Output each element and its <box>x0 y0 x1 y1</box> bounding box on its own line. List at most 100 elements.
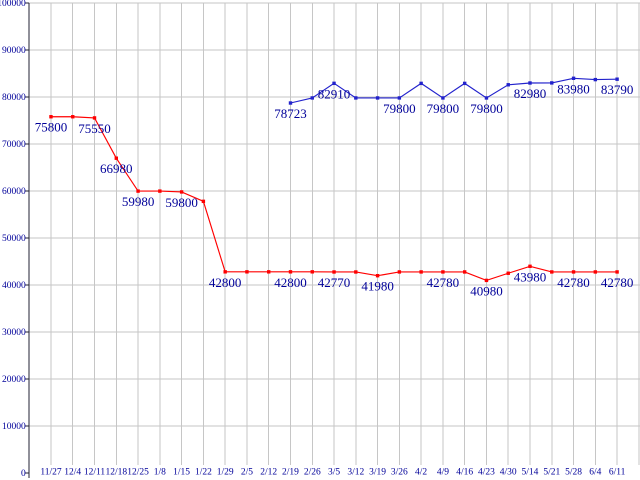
data-point <box>484 96 489 100</box>
data-point <box>441 270 445 274</box>
value-label: 79800 <box>427 101 460 116</box>
data-point <box>550 270 554 274</box>
data-point <box>571 270 576 274</box>
data-point <box>528 81 532 85</box>
data-point <box>419 270 423 274</box>
svg-text:3/26: 3/26 <box>391 468 408 478</box>
value-label: 59800 <box>165 195 198 210</box>
svg-text:90000: 90000 <box>2 46 26 56</box>
svg-text:6/11: 6/11 <box>609 468 626 478</box>
data-point <box>332 270 336 274</box>
svg-text:2/12: 2/12 <box>260 468 277 478</box>
data-point <box>462 81 467 86</box>
series-blue-value-labels: 78723 82910 79800 79800 79800 82980 83980 83790 <box>274 81 633 121</box>
value-label: 78723 <box>274 106 307 121</box>
svg-text:50000: 50000 <box>2 234 26 244</box>
svg-text:12/25: 12/25 <box>127 468 149 478</box>
h-gridlines <box>29 2 640 427</box>
data-point <box>158 189 162 193</box>
data-point <box>506 83 510 87</box>
value-label: 43980 <box>514 269 547 284</box>
value-label: 75800 <box>35 120 68 135</box>
value-label: 82910 <box>318 86 351 101</box>
value-label: 66980 <box>100 161 133 176</box>
y-axis <box>25 2 30 478</box>
svg-text:5/28: 5/28 <box>565 468 582 478</box>
data-point <box>114 156 118 160</box>
data-point <box>550 81 554 85</box>
data-point <box>397 96 402 100</box>
value-label: 42780 <box>601 275 634 290</box>
data-point <box>506 271 510 275</box>
svg-text:2/5: 2/5 <box>241 468 253 478</box>
data-point <box>332 81 336 86</box>
value-label: 83790 <box>601 82 634 97</box>
value-label: 79800 <box>470 101 503 116</box>
svg-text:30000: 30000 <box>2 328 26 338</box>
data-point <box>528 264 532 268</box>
value-label: 42780 <box>557 275 590 290</box>
svg-text:4/16: 4/16 <box>456 468 473 478</box>
data-point <box>441 96 445 100</box>
x-tick-labels: 11/27 12/4 12/11 12/18 12/25 1/8 1/15 1/22 1/29 2… <box>40 468 625 478</box>
svg-text:70000: 70000 <box>2 140 26 150</box>
svg-text:5/21: 5/21 <box>543 468 560 478</box>
data-point <box>462 270 467 274</box>
svg-text:12/4: 12/4 <box>64 468 81 478</box>
data-point <box>593 270 598 274</box>
svg-text:1/29: 1/29 <box>217 468 234 478</box>
svg-text:4/9: 4/9 <box>437 468 449 478</box>
data-point <box>354 96 358 100</box>
v-gridlines <box>50 3 640 465</box>
value-label: 40980 <box>470 283 503 298</box>
data-point <box>136 189 140 193</box>
svg-text:4/23: 4/23 <box>478 468 495 478</box>
data-point <box>223 270 227 274</box>
svg-text:80000: 80000 <box>2 93 26 103</box>
value-label: 42800 <box>209 275 242 290</box>
value-label: 82980 <box>514 86 547 101</box>
data-point <box>615 270 619 274</box>
data-point <box>375 273 380 278</box>
data-point <box>615 77 619 81</box>
data-point <box>354 270 358 274</box>
svg-text:11/27: 11/27 <box>40 468 62 478</box>
data-point <box>310 270 314 274</box>
value-label: 83980 <box>557 81 590 96</box>
data-point <box>201 199 206 204</box>
data-point <box>375 96 380 100</box>
svg-text:1/8: 1/8 <box>154 468 166 478</box>
value-label: 75550 <box>78 121 111 136</box>
value-label: 41980 <box>361 279 394 294</box>
data-point <box>288 101 293 105</box>
value-label: 79800 <box>383 101 416 116</box>
svg-text:1/22: 1/22 <box>195 468 212 478</box>
svg-text:60000: 60000 <box>2 187 26 197</box>
value-label: 59980 <box>122 194 155 209</box>
svg-text:12/18: 12/18 <box>105 468 127 478</box>
svg-text:5/14: 5/14 <box>522 468 539 478</box>
data-point <box>484 278 489 283</box>
svg-text:20000: 20000 <box>2 375 26 385</box>
svg-text:4/30: 4/30 <box>500 468 517 478</box>
data-point <box>245 270 249 274</box>
svg-text:4/2: 4/2 <box>415 468 427 478</box>
series-blue <box>288 76 619 105</box>
data-point <box>571 76 576 80</box>
data-point <box>593 77 598 82</box>
y-tick-labels: 0 10000 20000 30000 40000 50000 60000 70000 8000… <box>0 0 26 479</box>
svg-text:40000: 40000 <box>2 281 26 291</box>
series-red <box>49 115 619 283</box>
svg-text:3/5: 3/5 <box>328 468 340 478</box>
svg-text:12/11: 12/11 <box>84 468 106 478</box>
data-point <box>71 115 75 119</box>
data-point <box>310 96 314 100</box>
svg-text:1/15: 1/15 <box>173 468 190 478</box>
data-point <box>92 116 97 120</box>
data-point <box>49 115 53 119</box>
data-point <box>267 270 271 274</box>
svg-text:0: 0 <box>21 469 26 479</box>
value-label: 42800 <box>274 275 307 290</box>
